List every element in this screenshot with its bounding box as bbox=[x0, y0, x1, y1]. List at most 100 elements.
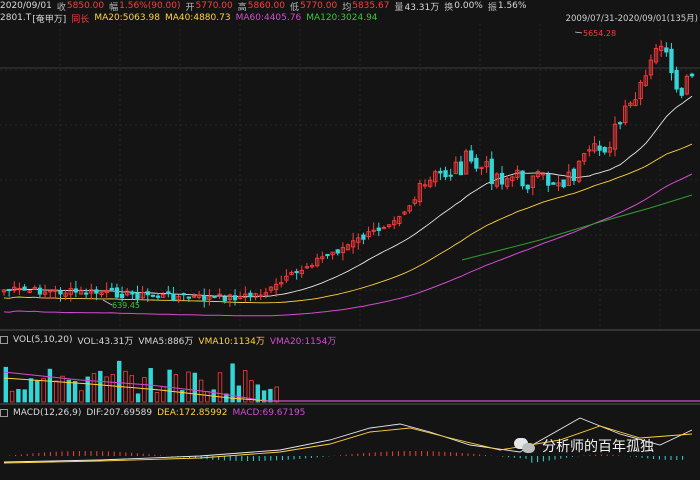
candle-body bbox=[499, 172, 505, 185]
candle-body bbox=[525, 184, 530, 190]
volume-bar bbox=[3, 366, 8, 403]
ma20-line bbox=[3, 95, 693, 298]
amplitude-value: 1.56% bbox=[497, 1, 527, 11]
volume-bar bbox=[35, 380, 40, 403]
candle-body bbox=[469, 150, 474, 162]
candle-body bbox=[27, 290, 32, 293]
macd-series bbox=[3, 417, 693, 464]
volume-bar bbox=[236, 385, 242, 403]
candle-body bbox=[48, 290, 53, 293]
candle-body bbox=[289, 271, 294, 276]
turnover-value: 0.00% bbox=[454, 1, 483, 11]
candlestick-series bbox=[1, 40, 695, 308]
volume-bar bbox=[60, 375, 65, 403]
candle-body bbox=[73, 288, 79, 293]
candle-body bbox=[356, 237, 361, 243]
volume-bar bbox=[110, 374, 116, 403]
candle-body bbox=[679, 87, 684, 96]
volume-bar bbox=[242, 370, 248, 403]
candle-body bbox=[99, 292, 104, 295]
candle-body bbox=[587, 149, 592, 152]
candle-body bbox=[489, 158, 494, 185]
date-range-label: 2009/07/31-2020/09/01(135月) bbox=[565, 14, 698, 24]
macd-value-legend: MACD:69.67195 bbox=[232, 408, 306, 418]
candle-body bbox=[299, 269, 304, 275]
candle-body bbox=[520, 170, 525, 187]
vol-value: VOL:43.31万 bbox=[77, 336, 134, 347]
candle-body bbox=[22, 286, 27, 291]
candle-body bbox=[561, 179, 566, 188]
candle-body bbox=[540, 173, 546, 176]
volume-bar bbox=[16, 389, 21, 403]
symbol-label: 2801.T bbox=[0, 13, 32, 23]
candle-body bbox=[345, 244, 351, 251]
candle-body bbox=[602, 146, 607, 153]
candle-body bbox=[212, 295, 217, 298]
volume-panel-icon[interactable] bbox=[0, 336, 8, 344]
macd-panel-icon[interactable] bbox=[0, 409, 8, 417]
avg-value: 5835.67 bbox=[352, 1, 390, 11]
candle-body bbox=[181, 293, 186, 296]
volume-bar bbox=[41, 377, 46, 403]
candle-body bbox=[674, 69, 679, 90]
low-marker bbox=[102, 299, 113, 306]
candle-body bbox=[89, 289, 94, 294]
candle-body bbox=[392, 220, 397, 226]
candle-body bbox=[279, 282, 284, 285]
candle-body bbox=[551, 182, 556, 185]
candle-body bbox=[376, 227, 381, 231]
candle-body bbox=[427, 179, 433, 187]
candle-body bbox=[125, 290, 130, 296]
candle-body bbox=[335, 249, 340, 254]
candle-body bbox=[515, 169, 520, 178]
candle-body bbox=[566, 171, 571, 187]
vol-name: VOL(5,10,20) bbox=[13, 335, 73, 345]
candle-body bbox=[6, 288, 12, 292]
candle-body bbox=[412, 199, 417, 204]
candle-body bbox=[340, 247, 346, 254]
candle-body bbox=[366, 231, 371, 238]
low-label: 低 bbox=[289, 2, 299, 13]
volume-bar bbox=[9, 390, 15, 403]
dea-legend: DEA:172.85992 bbox=[157, 408, 228, 418]
volume-bar bbox=[205, 391, 210, 403]
candle-body bbox=[669, 48, 674, 74]
volume-bar bbox=[22, 389, 27, 403]
vma10-legend: VMA10:1134万 bbox=[198, 336, 265, 347]
candle-body bbox=[402, 211, 407, 215]
volume-bar bbox=[129, 375, 134, 403]
candle-body bbox=[653, 48, 659, 63]
candle-body bbox=[119, 293, 125, 299]
candle-body bbox=[433, 171, 438, 183]
wechat-icon bbox=[514, 437, 536, 455]
candle-body bbox=[1, 289, 7, 293]
volume-bar bbox=[104, 376, 109, 403]
candle-body bbox=[83, 292, 89, 295]
candle-body bbox=[422, 184, 428, 187]
candle-body bbox=[443, 170, 448, 178]
candle-body bbox=[643, 75, 648, 86]
candle-body bbox=[263, 292, 269, 296]
volume-bar bbox=[72, 381, 78, 403]
quote-bar: 2020/09/01 收 5850.00 幅 1.56%(90.00) 开 57… bbox=[0, 0, 700, 12]
candle-body bbox=[315, 257, 320, 267]
low-value: 5770.00 bbox=[300, 1, 338, 11]
candle-body bbox=[479, 166, 484, 169]
volume-bars bbox=[3, 360, 700, 403]
change-label: 幅 bbox=[109, 2, 119, 13]
high-marker bbox=[574, 31, 583, 34]
volume-bar bbox=[91, 373, 97, 403]
vma5-legend: VMA5:886万 bbox=[138, 336, 194, 347]
watermark-text: 分析师的百年孤独 bbox=[542, 439, 654, 455]
main-legend: 2801.T [奄甲万] 同长 MA20:5063.98 MA40:4880.7… bbox=[0, 12, 700, 24]
candle-body bbox=[155, 295, 161, 298]
volume-bar bbox=[28, 378, 34, 403]
vma10-line bbox=[3, 377, 271, 402]
candle-body bbox=[166, 291, 171, 295]
macd-legend: MACD(12,26,9) DIF:207.69589 DEA:172.8599… bbox=[0, 407, 700, 419]
volume-bar bbox=[179, 390, 185, 403]
candle-body bbox=[623, 105, 628, 124]
candle-body bbox=[407, 205, 412, 212]
candle-body bbox=[397, 216, 402, 224]
